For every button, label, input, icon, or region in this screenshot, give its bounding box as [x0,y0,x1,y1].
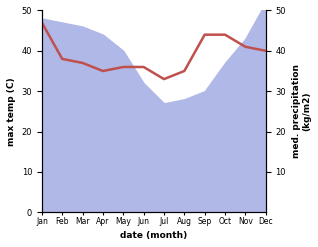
X-axis label: date (month): date (month) [120,231,187,240]
Y-axis label: med. precipitation
(kg/m2): med. precipitation (kg/m2) [292,64,311,158]
Y-axis label: max temp (C): max temp (C) [7,77,16,146]
